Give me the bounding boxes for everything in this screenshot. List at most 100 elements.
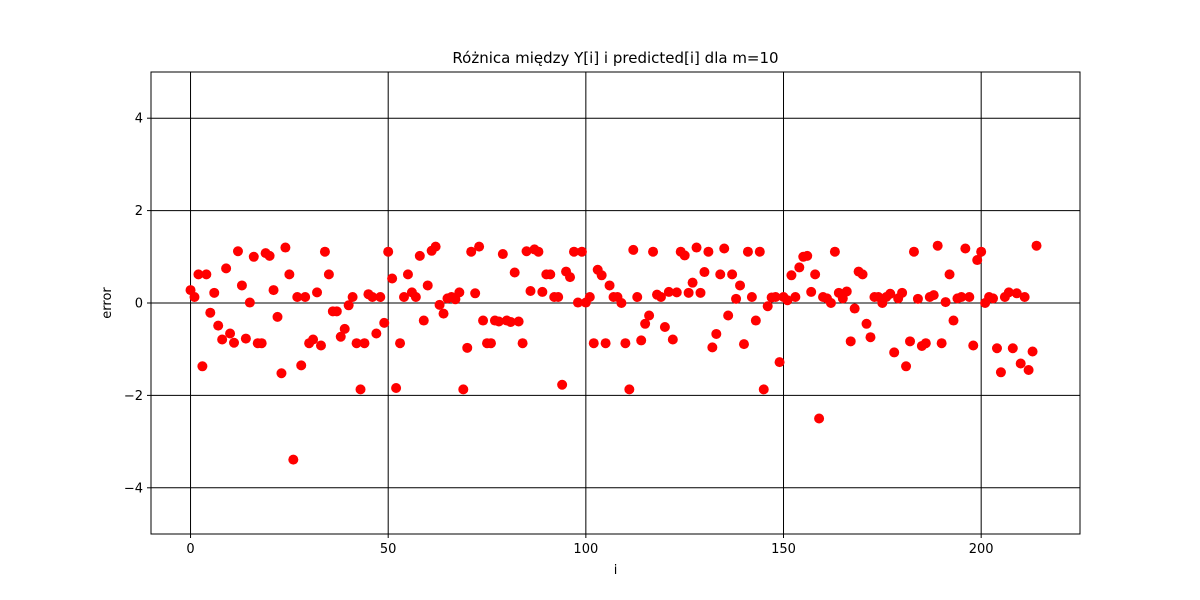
data-point [315, 340, 326, 351]
data-point [782, 295, 793, 306]
data-point [221, 263, 232, 274]
data-point [288, 454, 299, 465]
data-point [727, 269, 738, 280]
data-point [932, 240, 943, 251]
data-point [1023, 364, 1034, 375]
data-point [565, 272, 576, 283]
data-point [794, 262, 805, 273]
data-point [659, 322, 670, 333]
data-point [596, 270, 607, 281]
data-point [889, 347, 900, 358]
data-point [296, 360, 307, 371]
data-point [968, 340, 979, 351]
data-point [414, 250, 425, 261]
data-point [750, 315, 761, 326]
data-points [185, 240, 1042, 465]
data-point [458, 384, 469, 395]
data-point [616, 298, 627, 308]
y-tick-label: −2 [124, 389, 143, 404]
grid [151, 72, 1080, 534]
data-point [576, 246, 587, 257]
data-point [545, 269, 556, 280]
data-point [849, 303, 860, 314]
x-tick-label: 100 [573, 542, 598, 557]
y-axis-label: error [100, 287, 115, 319]
data-point [956, 291, 967, 302]
data-point [256, 338, 267, 349]
data-point [865, 332, 876, 343]
data-point [845, 336, 856, 347]
data-point [557, 379, 568, 390]
data-point [632, 291, 643, 302]
data-point [655, 291, 666, 302]
data-point [687, 277, 698, 288]
data-point [640, 318, 651, 329]
data-point [683, 287, 694, 298]
data-point [703, 246, 714, 257]
data-point [810, 269, 821, 280]
data-point [806, 286, 817, 297]
data-point [1027, 346, 1038, 357]
data-point [474, 241, 485, 252]
ticks: 0 50 100 150 200 −4 −2 0 2 4 [124, 112, 994, 557]
data-point [387, 273, 398, 284]
data-point [905, 336, 916, 347]
data-point [312, 287, 323, 298]
data-point [462, 342, 473, 353]
data-point [493, 316, 504, 327]
data-point [648, 246, 659, 257]
data-point [300, 291, 311, 302]
data-point [379, 317, 390, 328]
data-point [671, 287, 682, 298]
data-point [209, 287, 220, 298]
data-point [308, 334, 319, 345]
data-point [735, 280, 746, 291]
x-tick-label: 200 [969, 542, 994, 557]
data-point [624, 384, 635, 395]
data-point [240, 333, 251, 344]
data-point [568, 246, 579, 257]
data-point [478, 315, 489, 326]
data-point [762, 301, 773, 312]
data-point [268, 285, 279, 296]
data-point [525, 285, 536, 296]
data-point [738, 339, 749, 350]
data-point [719, 243, 730, 254]
data-point [537, 286, 548, 297]
data-point [418, 315, 429, 326]
x-axis-label: i [614, 563, 618, 578]
data-point [972, 255, 983, 266]
y-tick-label: 4 [135, 112, 143, 127]
data-point [667, 334, 678, 345]
data-point [995, 367, 1006, 378]
data-point [679, 250, 690, 261]
data-point [825, 298, 836, 308]
data-point [1015, 358, 1026, 369]
data-point [600, 338, 611, 349]
data-point [991, 343, 1002, 354]
data-point [644, 310, 655, 321]
data-point [217, 334, 228, 345]
data-point [339, 323, 350, 334]
data-point [509, 267, 520, 278]
data-point [663, 286, 674, 297]
data-point [695, 287, 706, 298]
data-point [723, 310, 734, 321]
data-point [438, 308, 449, 319]
data-point [928, 290, 939, 301]
data-point [244, 297, 255, 308]
data-point [885, 288, 896, 299]
data-point [454, 287, 465, 298]
data-point [264, 250, 275, 261]
data-point [355, 384, 366, 395]
data-point [422, 280, 433, 291]
data-point [351, 338, 362, 349]
data-point [395, 338, 406, 349]
data-point [699, 267, 710, 278]
data-point [319, 246, 330, 257]
data-point [786, 270, 797, 281]
data-point [944, 269, 955, 280]
data-point [335, 331, 346, 342]
